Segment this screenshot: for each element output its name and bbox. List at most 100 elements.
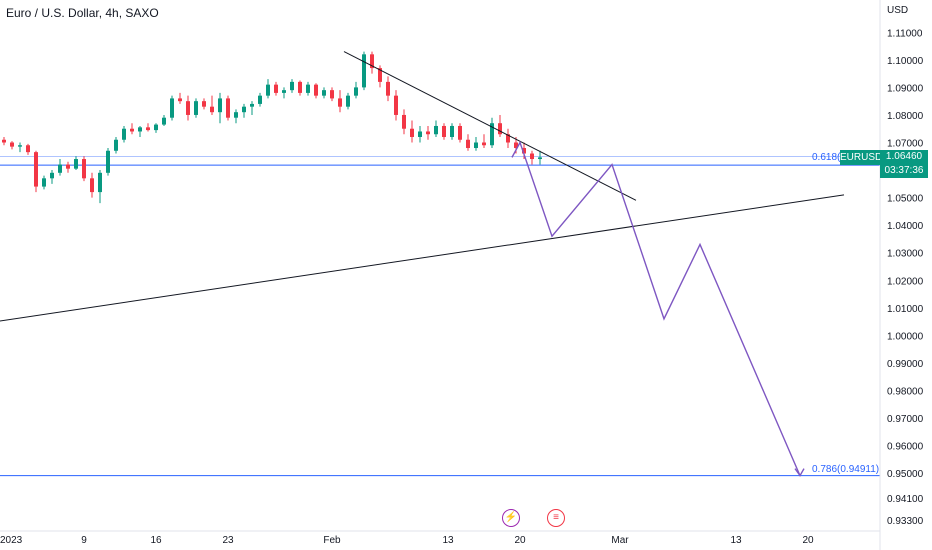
candle-body [426,131,430,135]
x-tick-label: 13 [442,535,454,546]
candle-body [354,87,358,96]
candle-body [394,95,398,115]
drawings[interactable] [0,51,845,477]
candle-body [306,84,310,93]
candle-body [154,124,158,131]
x-tick-label: 16 [150,535,162,546]
candle-body [434,125,438,135]
time-axis[interactable]: 2023 9 16 23 Feb 13 20 Mar 13 20 [0,530,880,546]
candle-body [330,90,334,99]
candle-body [170,98,174,118]
candle-body [122,128,126,140]
candle-body [194,101,198,115]
lightning-glyph: ⚡ [504,512,518,523]
candle-body [474,142,478,149]
candle-body [402,114,406,129]
candle-body [234,112,238,118]
candle-body [18,145,22,147]
candle-body [506,134,510,143]
candle-body [482,142,486,146]
x-tick-label: 20 [514,535,526,546]
y-tick-label: 1.04000 [887,221,924,232]
candle-body [314,84,318,96]
candle-body [378,68,382,82]
projection-arrowhead [794,468,805,477]
candle-body [42,178,46,187]
candle-body [322,90,326,96]
candle-body [266,84,270,96]
candle-body [178,98,182,102]
us-flag-event-icon[interactable]: ≡ [547,509,565,527]
candle-body [282,90,286,93]
candle-body [498,123,502,135]
flag-glyph: ≡ [553,512,559,523]
y-tick-label: 1.00000 [887,331,924,342]
y-tick-label: 1.03000 [887,249,924,260]
candle-body [106,150,110,173]
candle-body [226,98,230,118]
chart-title: Euro / U.S. Dollar, 4h, SAXO [6,6,159,20]
y-tick-label: 1.09000 [887,83,924,94]
ascending-trendline[interactable] [0,194,845,322]
candle-body [98,172,102,193]
candle-body [210,106,214,113]
candle-body [242,106,246,113]
x-tick-label: 9 [81,535,87,546]
candle-body [90,178,94,193]
bar-countdown: 03:37:36 [884,165,924,176]
x-tick-label: Feb [323,535,341,546]
candle-body [2,139,6,143]
lightning-event-icon[interactable]: ⚡ [502,509,520,527]
candle-body [514,142,518,149]
candlesticks [2,51,542,204]
candle-body [66,164,70,169]
candle-body [522,148,526,154]
y-tick-label: 0.98000 [887,386,924,397]
descending-trendline[interactable] [343,51,637,201]
y-tick-label: 1.01000 [887,304,924,315]
candle-body [370,54,374,69]
candle-body [146,127,150,131]
candle-body [50,172,54,179]
candle-body [418,131,422,137]
candle-body [338,98,342,107]
candle-body [162,117,166,125]
y-tick-label: 0.99000 [887,359,924,370]
candle-body [386,81,390,96]
x-tick-label: 23 [222,535,234,546]
candle-body [450,125,454,137]
candle-body [298,81,302,93]
candle-body [258,95,262,104]
candle-body [290,81,294,91]
x-tick-label: 13 [730,535,742,546]
projection-path[interactable] [511,140,801,476]
candle-body [250,103,254,107]
candle-body [538,157,542,160]
x-tick-label: 20 [802,535,814,546]
candle-body [10,142,14,147]
candle-body [114,139,118,151]
y-tick-label: 0.97000 [887,414,924,425]
currency-label: USD [887,5,909,16]
price-axis[interactable]: 1.110001.100001.090001.080001.070001.060… [879,0,924,550]
candle-body [202,101,206,107]
candle-body [490,123,494,146]
candle-body [466,139,470,149]
y-tick-label: 1.05000 [887,194,924,205]
last-price: 1.06460 [885,151,923,162]
y-tick-label: 1.07000 [887,139,924,150]
candle-body [458,125,462,140]
x-tick-label: 2023 [0,535,23,546]
y-tick-label: 1.08000 [887,111,924,122]
candle-body [530,153,534,160]
y-tick-label: 1.11000 [887,28,923,39]
x-tick-label: Mar [611,535,629,546]
candle-body [138,127,142,132]
candle-body [218,98,222,113]
candle-body [442,125,446,137]
fib-label-0786: 0.786(0.94911) [812,464,880,475]
y-tick-label: 1.10000 [887,56,924,67]
last-price-box: 1.06460 03:37:36 [880,150,928,178]
candle-body [410,128,414,137]
